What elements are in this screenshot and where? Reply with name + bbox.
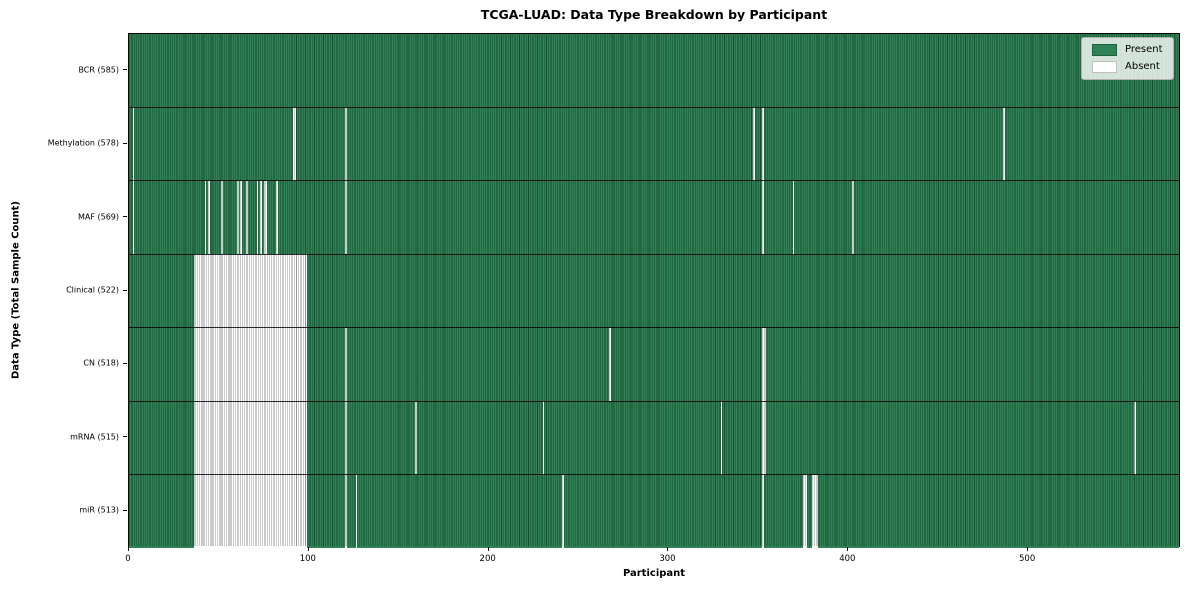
y-tick-label: Methylation (578) (47, 138, 119, 148)
absent-mark (256, 180, 259, 255)
x-tick (667, 547, 669, 551)
absent-mark (292, 107, 297, 181)
absent-mark (132, 107, 135, 181)
legend: Present Absent (1081, 37, 1174, 80)
y-tick-label: CN (518) (83, 358, 119, 368)
plot-area (128, 33, 1180, 548)
row-mRNA (129, 401, 1179, 475)
row-separator (129, 106, 1179, 108)
absent-mark (193, 474, 308, 548)
y-tick (123, 362, 127, 364)
row-separator (129, 400, 1179, 402)
y-tick (123, 436, 127, 438)
y-tick (123, 509, 127, 511)
row-separator (129, 327, 1179, 329)
absent-mark (276, 180, 279, 255)
row-separator (129, 180, 1179, 182)
row-BCR (129, 34, 1179, 108)
y-tick-label: mRNA (515) (70, 432, 119, 442)
absent-mark (344, 401, 347, 475)
chart-title: TCGA-LUAD: Data Type Breakdown by Partic… (480, 7, 828, 22)
x-tick-label: 500 (1019, 554, 1036, 564)
x-tick (847, 547, 849, 551)
x-tick (1027, 547, 1029, 551)
absent-mark (240, 180, 243, 255)
absent-mark (344, 107, 347, 181)
cell-edge-stripes (129, 34, 1179, 546)
x-tick (128, 547, 129, 551)
absent-mark (761, 107, 764, 181)
absent-mark (1002, 107, 1005, 181)
absent-mark (344, 180, 347, 255)
y-tick (123, 142, 127, 144)
x-tick-label: 100 (299, 554, 316, 564)
legend-entry-present: Present (1092, 44, 1163, 56)
row-Clinical (129, 254, 1179, 328)
absent-mark (761, 327, 766, 402)
absent-mark (260, 180, 263, 255)
absent-mark (812, 474, 818, 548)
absent-mark (220, 180, 223, 255)
absent-mark (193, 401, 308, 475)
absent-mark (609, 327, 611, 402)
legend-swatch-present (1092, 44, 1117, 56)
absent-mark (204, 180, 207, 255)
x-tick (487, 547, 489, 551)
x-tick-label: 200 (479, 554, 496, 564)
absent-mark (344, 474, 347, 548)
y-tick-label: BCR (585) (78, 65, 119, 75)
x-tick-label: 0 (125, 554, 131, 564)
absent-mark (761, 474, 764, 548)
absent-mark (132, 180, 135, 255)
absent-mark (542, 401, 545, 475)
absent-mark (803, 474, 807, 548)
y-tick-label: Clinical (522) (66, 285, 119, 295)
absent-mark (792, 180, 795, 255)
y-tick (123, 69, 127, 71)
row-separator (129, 253, 1179, 255)
legend-label: Present (1125, 44, 1163, 55)
absent-mark (208, 180, 210, 255)
absent-mark (753, 107, 755, 181)
absent-mark (344, 327, 347, 402)
absent-mark (720, 401, 723, 475)
row-Methylation (129, 107, 1179, 181)
y-tick-label: miR (513) (79, 505, 119, 515)
absent-mark (562, 474, 565, 548)
absent-mark (851, 180, 854, 255)
y-tick (123, 289, 127, 291)
x-tick-label: 400 (839, 554, 856, 564)
y-tick (123, 216, 127, 218)
row-miR (129, 474, 1179, 548)
x-axis-label: Participant (622, 568, 686, 579)
absent-mark (761, 401, 766, 475)
y-tick-label: MAF (569) (77, 212, 119, 222)
absent-mark (263, 180, 268, 255)
absent-mark (236, 180, 239, 255)
absent-mark (193, 327, 308, 402)
row-separator (129, 474, 1179, 476)
absent-mark (193, 254, 308, 328)
row-MAF (129, 180, 1179, 255)
absent-mark (355, 474, 358, 548)
absent-mark (1134, 401, 1137, 475)
x-tick-label: 300 (659, 554, 676, 564)
legend-label: Absent (1125, 61, 1160, 72)
x-tick (307, 547, 309, 551)
absent-mark (245, 180, 248, 255)
absent-mark (761, 180, 764, 255)
row-CN (129, 327, 1179, 402)
legend-swatch-absent (1092, 61, 1117, 73)
legend-entry-absent: Absent (1092, 61, 1163, 73)
absent-mark (414, 401, 417, 475)
